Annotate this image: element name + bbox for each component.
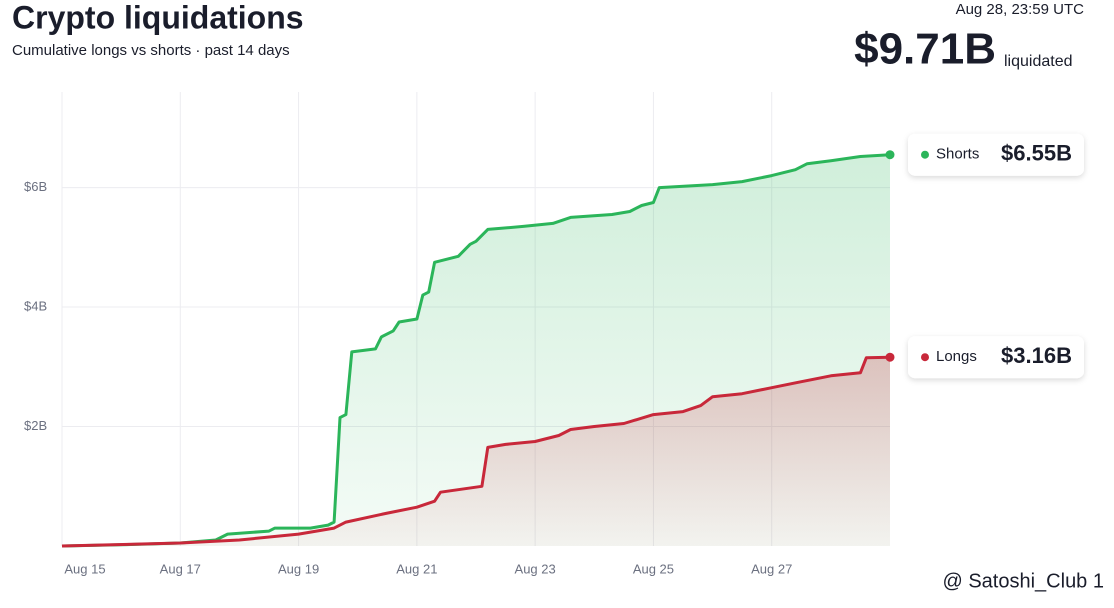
x-tick-label: Aug 17 — [160, 561, 201, 576]
legend-label: Shorts — [936, 146, 979, 163]
badge-box — [908, 336, 1084, 379]
x-tick-label: Aug 27 — [751, 561, 792, 576]
subtitle: Cumulative longs vs shorts · past 14 day… — [12, 42, 290, 59]
y-tick-label: $4B — [24, 298, 47, 313]
line — [61, 355, 891, 548]
y-tick-label: $6B — [24, 179, 47, 194]
area — [62, 357, 890, 546]
badge: Longs $3.16B — [908, 336, 1084, 379]
total-caption: liquidated — [1004, 53, 1073, 70]
legend-label: Longs — [936, 348, 977, 365]
end-dot — [885, 150, 895, 160]
chart-title: Crypto liquidations — [12, 0, 304, 35]
value-label: $6.55B — [1001, 141, 1072, 166]
badge-box — [908, 133, 1084, 176]
badge-dot — [921, 150, 929, 159]
y-tick-label: $2B — [24, 418, 47, 433]
line — [61, 153, 891, 548]
x-tick-label: Aug 25 — [633, 561, 674, 576]
x-tick-label: Aug 19 — [278, 561, 319, 576]
value-label: $3.16B — [1001, 343, 1072, 368]
end-dot — [885, 352, 895, 362]
timestamp: Aug 28, 23:59 UTC — [956, 1, 1085, 18]
x-tick-label: Aug 15 — [64, 561, 105, 576]
x-tick-label: Aug 21 — [396, 561, 437, 576]
x-tick-label: Aug 23 — [515, 561, 556, 576]
badge-dot — [921, 353, 929, 362]
total: $9.71B — [854, 25, 996, 74]
watermark: @ Satoshi_Club 1 — [942, 570, 1104, 592]
badge: Shorts $6.55B — [908, 133, 1084, 176]
